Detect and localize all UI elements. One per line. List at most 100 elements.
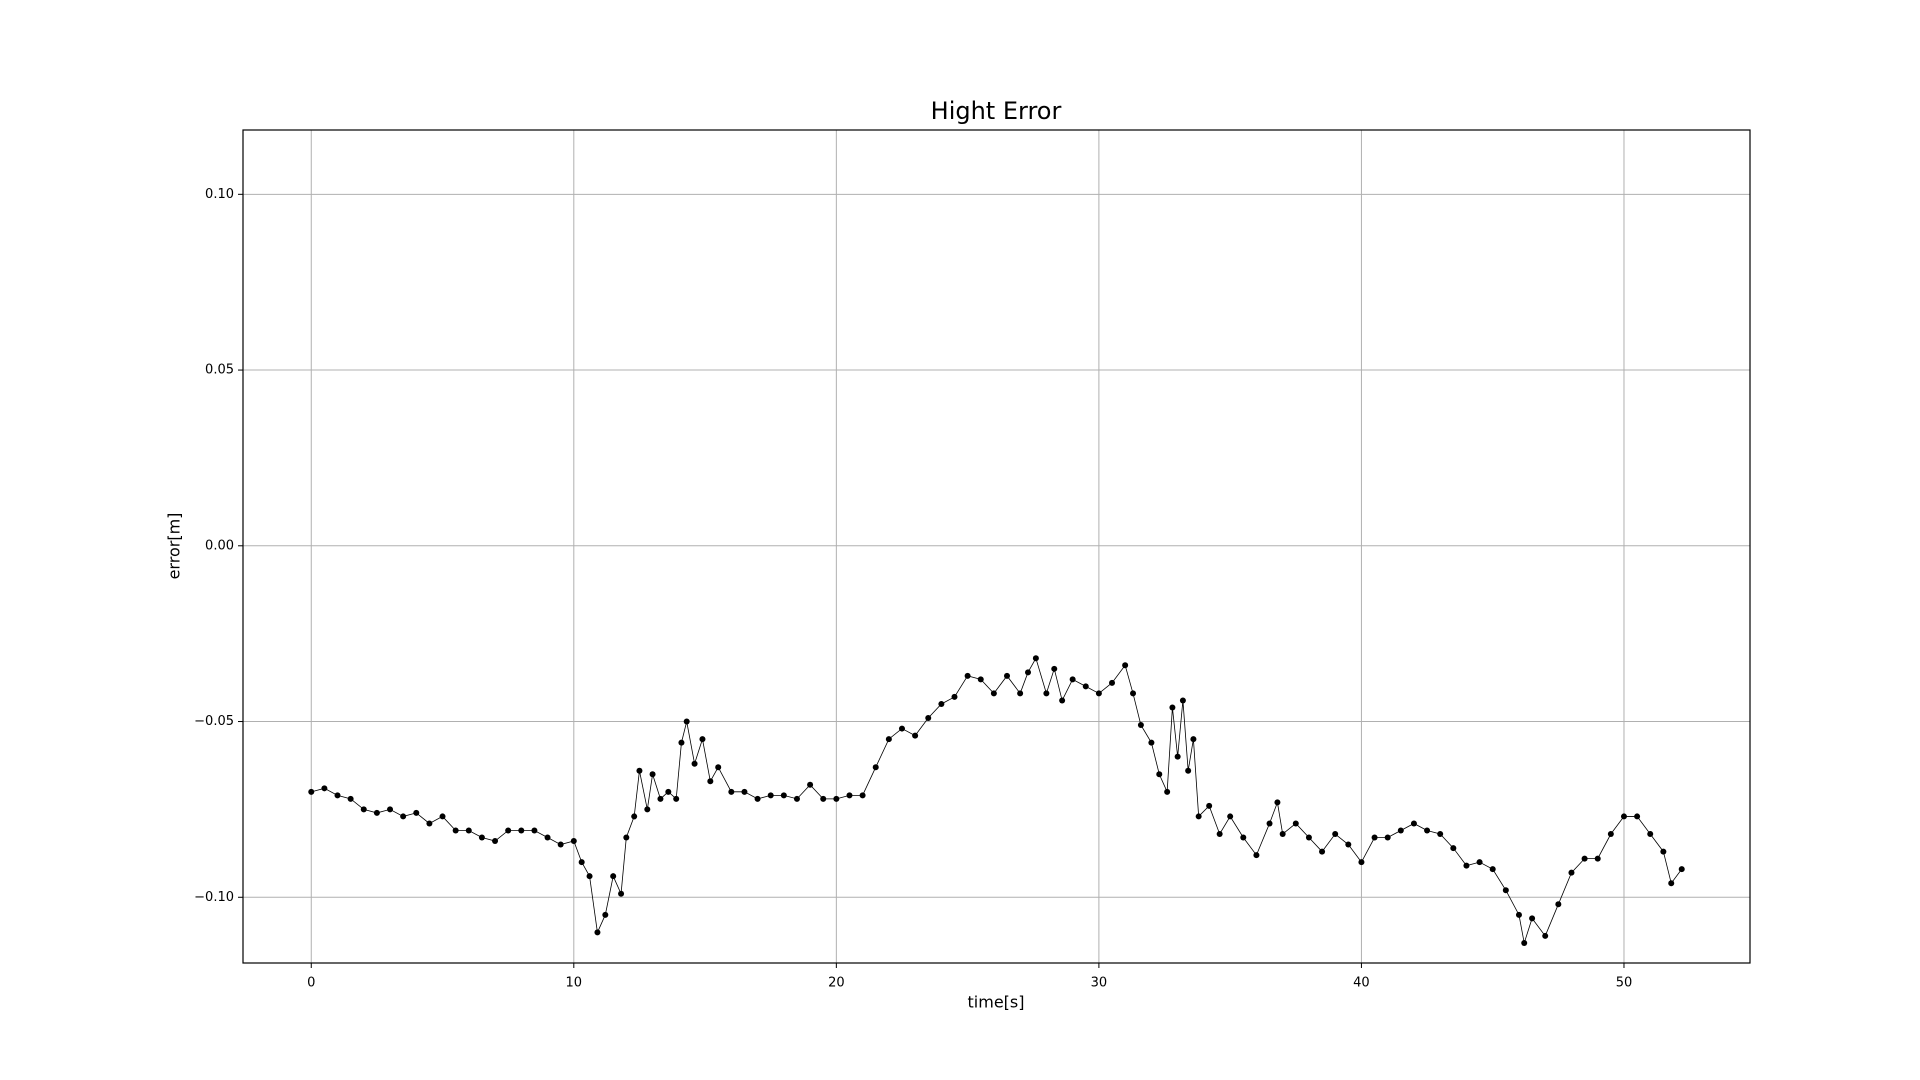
data-point <box>1240 834 1247 841</box>
data-point <box>1594 855 1601 862</box>
data-point <box>602 911 609 918</box>
data-point <box>1164 788 1171 795</box>
data-point <box>360 806 367 813</box>
data-point <box>780 792 787 799</box>
data-point <box>1043 690 1050 697</box>
data-point <box>951 693 958 700</box>
data-point <box>1384 834 1391 841</box>
data-point <box>1274 799 1281 806</box>
data-point <box>557 841 564 848</box>
data-point <box>683 718 690 725</box>
data-point <box>1095 690 1102 697</box>
data-point <box>373 809 380 816</box>
data-point <box>1555 901 1562 908</box>
data-point <box>1581 855 1588 862</box>
data-point <box>1025 669 1032 676</box>
y-tick-label: −0.10 <box>194 890 234 905</box>
x-tick-label: 50 <box>1616 976 1633 991</box>
data-point <box>1397 827 1404 834</box>
data-point <box>1069 676 1076 683</box>
data-point <box>1266 820 1273 827</box>
data-point <box>347 795 354 802</box>
data-point <box>1059 697 1066 704</box>
data-point <box>1174 753 1181 760</box>
data-point <box>623 834 630 841</box>
data-point <box>631 813 638 820</box>
data-point <box>1476 859 1483 866</box>
data-point <box>912 732 919 739</box>
data-point <box>387 806 394 813</box>
data-point <box>1542 932 1549 939</box>
data-point <box>964 672 971 679</box>
data-point <box>618 890 625 897</box>
data-point <box>586 873 593 880</box>
data-point <box>1502 887 1509 894</box>
data-point <box>1450 845 1457 852</box>
data-point <box>1122 662 1129 669</box>
data-point <box>452 827 459 834</box>
data-point <box>699 736 706 743</box>
data-point <box>678 739 685 746</box>
data-point <box>741 788 748 795</box>
data-point <box>1148 739 1155 746</box>
data-point <box>1190 736 1197 743</box>
data-point <box>691 760 698 767</box>
data-point <box>610 873 617 880</box>
y-tick-label: 0.10 <box>205 187 234 202</box>
data-point <box>728 788 735 795</box>
data-point <box>649 771 656 778</box>
data-point <box>531 827 538 834</box>
data-point <box>754 795 761 802</box>
data-point <box>1017 690 1024 697</box>
data-point <box>925 715 932 722</box>
data-point <box>1521 939 1528 946</box>
data-point <box>578 859 585 866</box>
data-point <box>478 834 485 841</box>
data-point <box>1345 841 1352 848</box>
x-tick-label: 0 <box>307 976 315 991</box>
data-point <box>1206 802 1213 809</box>
x-tick-label: 40 <box>1353 976 1370 991</box>
data-point <box>1169 704 1176 711</box>
data-point <box>1410 820 1417 827</box>
data-point <box>1156 771 1163 778</box>
data-point <box>1515 911 1522 918</box>
data-point <box>793 795 800 802</box>
data-point <box>400 813 407 820</box>
data-point <box>1437 831 1444 838</box>
data-point <box>439 813 446 820</box>
data-point <box>1032 655 1039 662</box>
data-point <box>1463 862 1470 869</box>
data-point <box>898 725 905 732</box>
data-point <box>570 838 577 845</box>
data-point <box>767 792 774 799</box>
data-point <box>859 792 866 799</box>
data-point <box>1489 866 1496 873</box>
data-point <box>334 792 341 799</box>
y-tick-label: 0.05 <box>205 363 234 378</box>
chart-title: Hight Error <box>931 97 1062 125</box>
data-point <box>1109 679 1116 686</box>
data-point <box>707 778 714 785</box>
data-point <box>308 788 315 795</box>
data-point <box>872 764 879 771</box>
data-point <box>1185 767 1192 774</box>
data-point <box>1004 672 1011 679</box>
data-point <box>1371 834 1378 841</box>
data-point <box>673 795 680 802</box>
data-point <box>492 838 499 845</box>
data-point <box>657 795 664 802</box>
data-point <box>1319 848 1326 855</box>
y-axis-label: error[m] <box>165 513 184 580</box>
x-tick-label: 20 <box>828 976 845 991</box>
x-tick-label: 30 <box>1091 976 1108 991</box>
data-point <box>1620 813 1627 820</box>
data-point <box>594 929 601 936</box>
data-point <box>715 764 722 771</box>
data-point <box>1305 834 1312 841</box>
data-point <box>1279 831 1286 838</box>
data-point <box>1051 665 1058 672</box>
data-point <box>938 700 945 707</box>
data-point <box>1253 852 1260 859</box>
